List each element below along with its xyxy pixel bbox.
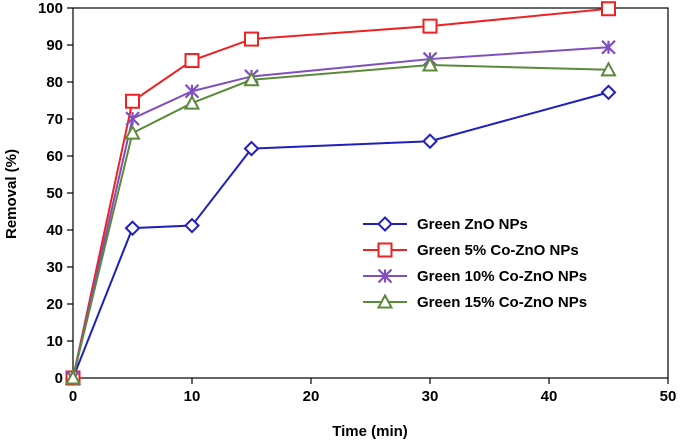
data-point [243, 71, 260, 87]
x-tick-label: 20 [303, 388, 320, 405]
y-tick-label: 100 [38, 0, 63, 17]
series-line [72, 46, 609, 379]
data-point [421, 56, 439, 72]
y-tick-label: 30 [46, 259, 63, 276]
data-point [124, 220, 141, 237]
x-tick-label: 40 [541, 388, 558, 405]
series-2 [65, 1, 616, 386]
data-point [125, 93, 140, 109]
legend-marker [377, 216, 393, 232]
data-point [184, 53, 200, 69]
series-line [72, 7, 609, 379]
legend-label: Green ZnO NPs [417, 216, 528, 233]
data-point [244, 31, 259, 47]
x-tick-label: 30 [422, 388, 439, 405]
y-axis-ticks: 0 10 20 30 40 50 60 70 80 90 100 [38, 0, 73, 387]
data-point [601, 1, 616, 17]
legend-label: Green 15% Co-ZnO NPs [417, 294, 587, 311]
data-point [600, 84, 617, 101]
data-point [64, 369, 82, 385]
x-tick-label: 0 [69, 388, 77, 405]
legend-marker [377, 242, 393, 258]
x-tick-label: 50 [660, 388, 677, 405]
legend-entry: Green ZnO NPs [363, 216, 528, 233]
y-tick-label: 40 [46, 222, 63, 239]
data-point [422, 133, 438, 150]
data-point [422, 18, 438, 34]
legend-entry: Green 15% Co-ZnO NPs [363, 293, 587, 311]
y-tick-label: 70 [46, 111, 63, 128]
series-3 [65, 39, 616, 386]
legend-marker [377, 268, 393, 284]
y-tick-label: 50 [46, 185, 63, 202]
legend-entry: Green 10% Co-ZnO NPs [363, 268, 587, 285]
plot-area [72, 7, 669, 379]
data-point [600, 61, 617, 77]
y-tick-label: 10 [46, 333, 63, 350]
legend-marker [376, 293, 394, 309]
x-axis-ticks: 0 10 20 30 40 50 [69, 378, 677, 405]
y-tick-label: 0 [55, 370, 63, 387]
series-4 [64, 56, 617, 385]
data-point [124, 124, 141, 140]
legend-label: Green 5% Co-ZnO NPs [417, 242, 579, 259]
y-tick-label: 60 [46, 148, 63, 165]
series-1 [65, 84, 617, 386]
x-axis-title: Time (min) [332, 423, 408, 440]
data-point [184, 217, 200, 234]
plot-frame [72, 7, 669, 379]
data-point [183, 94, 201, 110]
legend-label: Green 10% Co-ZnO NPs [417, 268, 587, 285]
legend-entry: Green 5% Co-ZnO NPs [363, 242, 579, 259]
y-tick-label: 90 [46, 37, 63, 54]
data-point [601, 39, 616, 55]
x-tick-label: 10 [184, 388, 201, 405]
y-axis-title: Removal (%) [3, 149, 20, 239]
y-tick-label: 20 [46, 296, 63, 313]
legend: Green ZnO NPs Green 5% Co-ZnO NPs Green 10… [363, 216, 587, 311]
series-layer [64, 1, 617, 386]
series-line [72, 91, 609, 379]
data-point [243, 140, 260, 157]
data-point [125, 111, 140, 126]
series-line [72, 63, 609, 379]
y-tick-label: 80 [46, 74, 63, 91]
